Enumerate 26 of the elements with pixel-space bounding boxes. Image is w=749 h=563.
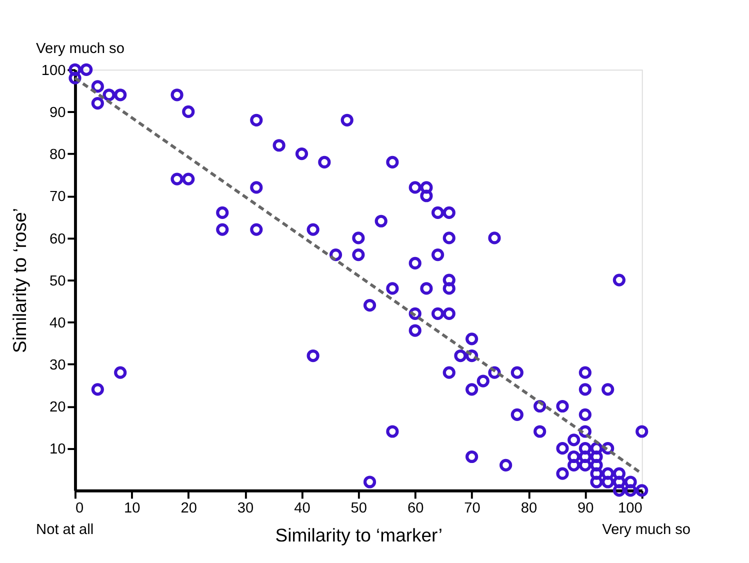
x-tick-label: 40	[294, 500, 310, 516]
y-axis-title: Similarity to ‘rose’	[8, 208, 30, 353]
text: Very much so	[36, 41, 124, 58]
x-tick-label: 70	[464, 500, 480, 516]
y-tick-label: 10	[50, 442, 66, 458]
y-tick-label: 60	[50, 231, 66, 248]
text: Not at all	[36, 522, 94, 538]
text: Very much so	[602, 522, 691, 538]
y-tick-label: 30	[50, 358, 66, 374]
y-tick-label: 90	[50, 105, 66, 122]
x-tick-label: 30	[237, 500, 254, 516]
x-tick-label: 10	[124, 500, 140, 516]
y-tick-label: 50	[50, 273, 66, 290]
y-tick-label: 100	[41, 63, 66, 79]
y-tick-label: 70	[50, 189, 66, 206]
x-tick-label: 0	[75, 500, 84, 516]
x-tick-label: 80	[520, 500, 538, 516]
x-tick-label: 20	[180, 500, 197, 516]
x-tick-label: 100	[618, 500, 642, 516]
x-tick-label: 90	[578, 500, 594, 516]
x-tick-label: 60	[407, 500, 424, 516]
y-tick-label: 20	[50, 400, 66, 416]
y-tick-label: 40	[50, 315, 66, 332]
x-tick-label: 50	[350, 500, 368, 516]
y-tick-label: 80	[50, 147, 66, 164]
x-axis-title: Similarity to ‘marker’	[275, 524, 443, 546]
